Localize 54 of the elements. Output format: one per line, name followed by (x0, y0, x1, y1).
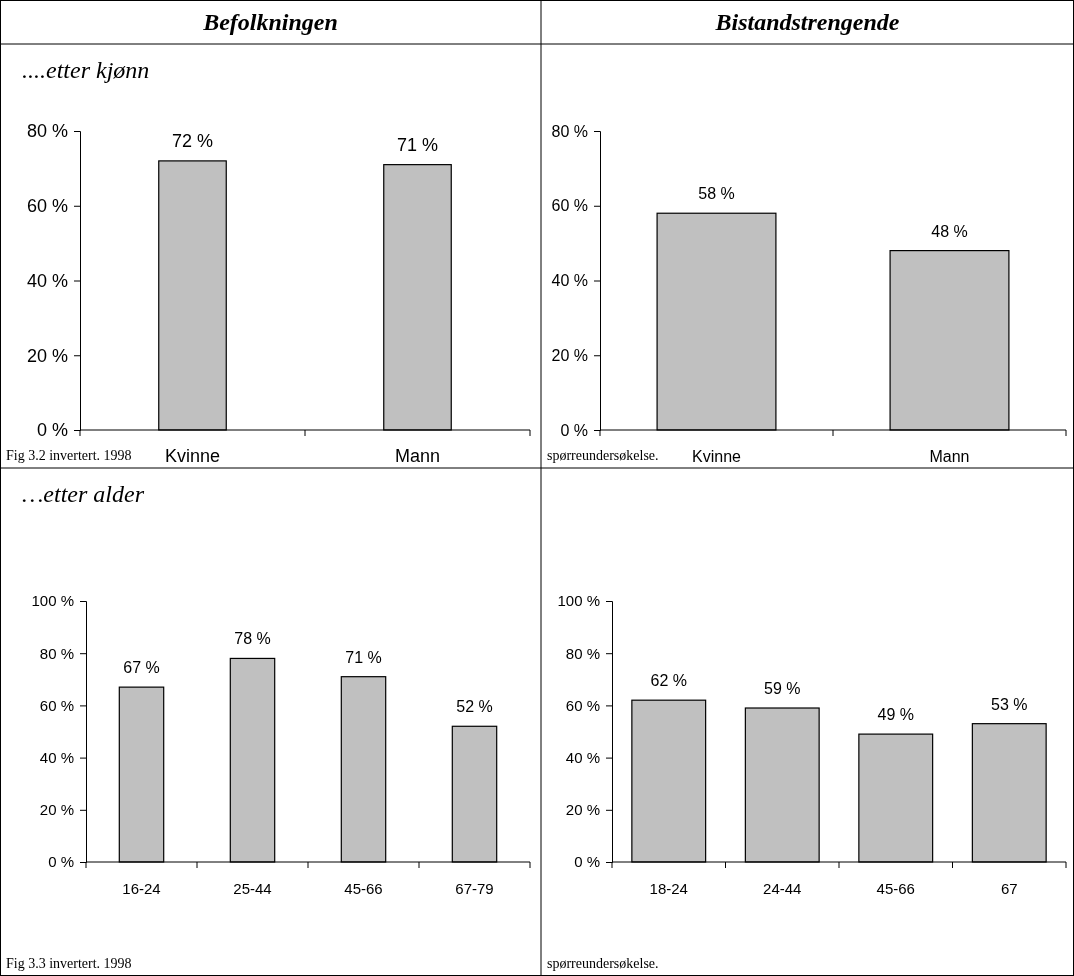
y-tick-label: 80 % (565, 644, 600, 662)
data-label: 72 % (171, 130, 214, 151)
y-tick-label: 80 % (551, 122, 588, 140)
y-tick-label: 60 % (39, 696, 74, 714)
caption: Fig 3.3 invertert. 1998 (6, 956, 132, 971)
y-tick-label: 80 % (26, 121, 68, 142)
y-tick-label: 60 % (565, 696, 600, 714)
data-label: 62 % (650, 672, 687, 690)
y-tick-label: 20 % (39, 801, 74, 819)
y-tick-label: 60 % (26, 196, 68, 217)
x-tick-label: 24-44 (763, 880, 802, 897)
y-tick-label: 0 % (48, 853, 74, 871)
data-label: 58 % (698, 185, 735, 203)
chart-subtitle: …etter alder (22, 481, 145, 507)
data-label: 71 % (345, 648, 382, 666)
y-tick-label: 20 % (26, 345, 68, 366)
x-tick-label: 67-79 (455, 880, 494, 897)
data-label: 59 % (764, 680, 801, 698)
data-label: 71 % (396, 134, 439, 155)
text: spørreundersøkelse. (547, 448, 659, 463)
x-tick-label: Kvinne (692, 448, 742, 465)
data-label: 52 % (456, 698, 493, 716)
chart-title: Befolkningen (202, 9, 338, 35)
x-tick-label: Kvinne (164, 446, 221, 466)
y-tick-label: 0 % (560, 421, 588, 439)
chart-subtitle: ....etter kjønn (22, 57, 150, 83)
y-tick-label: 0 % (574, 853, 600, 871)
x-tick-label: 16-24 (122, 880, 161, 897)
x-tick-label: Mann (929, 448, 970, 465)
y-tick-label: 100 % (31, 592, 74, 610)
chart-title: Bistandstrengende (714, 9, 900, 35)
data-label: 67 % (123, 659, 160, 677)
x-tick-label: Mann (394, 446, 441, 466)
caption: Fig 3.2 invertert. 1998 (6, 448, 132, 463)
data-label: 53 % (991, 695, 1028, 713)
y-tick-label: 40 % (26, 270, 68, 291)
x-tick-label: 45-66 (876, 880, 915, 897)
y-tick-label: 40 % (551, 272, 588, 290)
y-tick-label: 0 % (36, 420, 68, 441)
y-tick-label: 80 % (39, 644, 74, 662)
text: spørreundersøkelse. (547, 956, 659, 971)
x-tick-label: 25-44 (233, 880, 272, 897)
y-tick-label: 20 % (551, 346, 588, 364)
y-tick-label: 40 % (565, 748, 600, 766)
x-tick-label: 18-24 (649, 880, 688, 897)
y-tick-label: 40 % (39, 748, 74, 766)
y-tick-label: 20 % (565, 801, 600, 819)
data-label: 48 % (931, 222, 968, 240)
x-tick-label: 45-66 (344, 880, 383, 897)
data-label: 78 % (234, 630, 271, 648)
data-label: 49 % (877, 706, 914, 724)
y-tick-label: 100 % (557, 592, 600, 610)
y-tick-label: 60 % (551, 197, 588, 215)
x-tick-label: 67 (1000, 880, 1018, 897)
